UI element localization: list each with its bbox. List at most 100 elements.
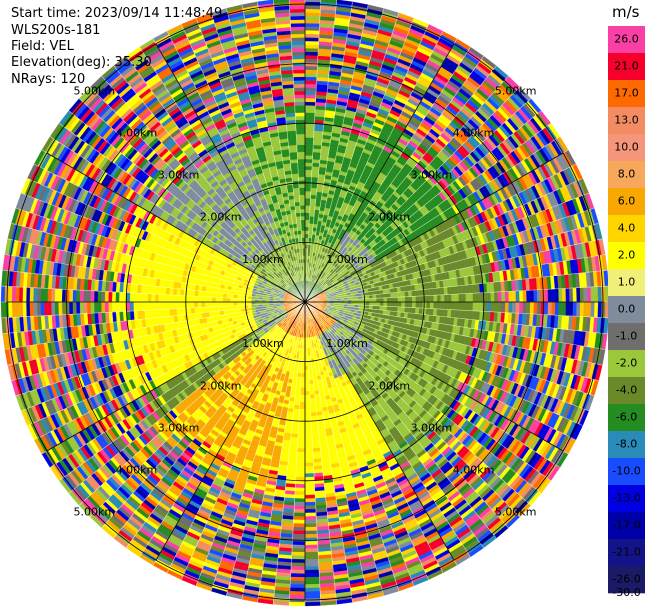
- velocity-gate: [296, 140, 306, 146]
- velocity-gate: [304, 0, 321, 3]
- velocity-gate: [304, 144, 314, 149]
- velocity-gate: [292, 69, 306, 74]
- velocity-gate: [298, 187, 306, 192]
- velocity-gate: [289, 8, 306, 13]
- velocity-gate: [304, 94, 317, 99]
- velocity-gate: [561, 288, 567, 303]
- velocity-gate: [304, 105, 316, 110]
- velocity-gate: [297, 155, 306, 160]
- velocity-gate: [469, 293, 474, 303]
- velocity-gate: [298, 183, 306, 188]
- velocity-gate: [526, 290, 531, 303]
- velocity-gate: [296, 148, 306, 153]
- velocity-gate: [426, 295, 431, 303]
- velocity-gate: [304, 69, 318, 74]
- velocity-gate: [310, 191, 317, 196]
- velocity-gate: [465, 293, 470, 303]
- velocity-gate: [310, 184, 318, 189]
- velocity-gate: [304, 108, 316, 113]
- velocity-gate: [508, 290, 513, 303]
- velocity-gate: [297, 158, 306, 163]
- velocity-gate: [300, 212, 306, 217]
- velocity-gate: [304, 183, 312, 188]
- velocity-gate: [304, 80, 317, 85]
- velocity-gate: [304, 40, 319, 46]
- velocity-gate: [304, 198, 311, 203]
- velocity-gate: [309, 201, 316, 207]
- velocity-gate: [304, 169, 313, 174]
- velocity-gate: [297, 165, 306, 171]
- ray-separator: [304, 178, 583, 303]
- velocity-gate: [454, 293, 459, 303]
- velocity-gate: [304, 212, 310, 217]
- velocity-gate: [293, 80, 306, 85]
- velocity-gate: [397, 296, 402, 303]
- velocity-gate: [295, 212, 301, 217]
- velocity-gate: [310, 187, 318, 192]
- velocity-gate: [309, 205, 316, 210]
- velocity-gate: [436, 294, 442, 303]
- velocity-gate: [579, 287, 585, 303]
- velocity-gate: [594, 286, 599, 303]
- velocity-gate: [291, 176, 299, 182]
- velocity-gate: [440, 294, 445, 303]
- velocity-gate: [293, 94, 306, 99]
- velocity-gate: [297, 226, 302, 232]
- velocity-gate: [299, 198, 306, 203]
- velocity-gate: [299, 201, 306, 206]
- velocity-gate: [298, 173, 306, 178]
- velocity-gate: [304, 44, 319, 49]
- velocity-gate: [304, 76, 317, 81]
- velocity-gate: [304, 12, 321, 17]
- velocity-gate: [293, 83, 306, 88]
- velocity-gate: [300, 223, 306, 228]
- velocity-gate: [304, 15, 321, 21]
- velocity-gate: [289, 159, 298, 164]
- velocity-gate: [304, 126, 315, 131]
- velocity-gate: [291, 47, 306, 53]
- velocity-gate: [304, 65, 318, 71]
- velocity-gate: [310, 198, 316, 203]
- velocity-gate: [425, 288, 431, 296]
- velocity-gate: [294, 105, 306, 110]
- velocity-gate: [451, 293, 456, 303]
- velocity-gate: [304, 158, 313, 163]
- velocity-gate: [415, 295, 420, 303]
- velocity-gate: [372, 298, 377, 303]
- velocity-gate: [294, 198, 300, 203]
- velocity-gate: [547, 288, 552, 303]
- velocity-gate: [419, 295, 424, 303]
- velocity-gate: [511, 290, 517, 303]
- velocity-gate: [411, 296, 417, 303]
- velocity-gate: [311, 169, 319, 175]
- velocity-gate: [304, 5, 321, 10]
- velocity-gate: [447, 294, 452, 303]
- velocity-gate: [383, 297, 388, 303]
- velocity-gate: [400, 291, 406, 298]
- velocity-gate: [304, 165, 313, 171]
- velocity-gate: [290, 22, 306, 28]
- velocity-gate: [304, 26, 320, 31]
- velocity-gate: [292, 65, 306, 71]
- velocity-gate: [304, 162, 313, 167]
- velocity-gate: [293, 76, 306, 81]
- velocity-gate: [408, 296, 413, 303]
- velocity-gate: [304, 22, 320, 28]
- velocity-gate: [304, 58, 318, 63]
- velocity-gate: [299, 208, 306, 213]
- velocity-gate: [295, 126, 306, 131]
- velocity-gate: [301, 230, 306, 235]
- ray-separator: [304, 254, 606, 303]
- velocity-gate: [597, 286, 602, 303]
- velocity-gate: [289, 5, 306, 10]
- velocity-gate: [298, 176, 306, 181]
- velocity-gate: [304, 101, 316, 106]
- velocity-gate: [304, 216, 310, 221]
- velocity-gate: [291, 55, 306, 60]
- velocity-gate: [386, 292, 391, 298]
- velocity-gate: [304, 190, 311, 196]
- ray-separator: [304, 285, 609, 303]
- velocity-gate: [304, 137, 314, 142]
- velocity-gate: [369, 298, 374, 303]
- velocity-gate: [289, 12, 306, 17]
